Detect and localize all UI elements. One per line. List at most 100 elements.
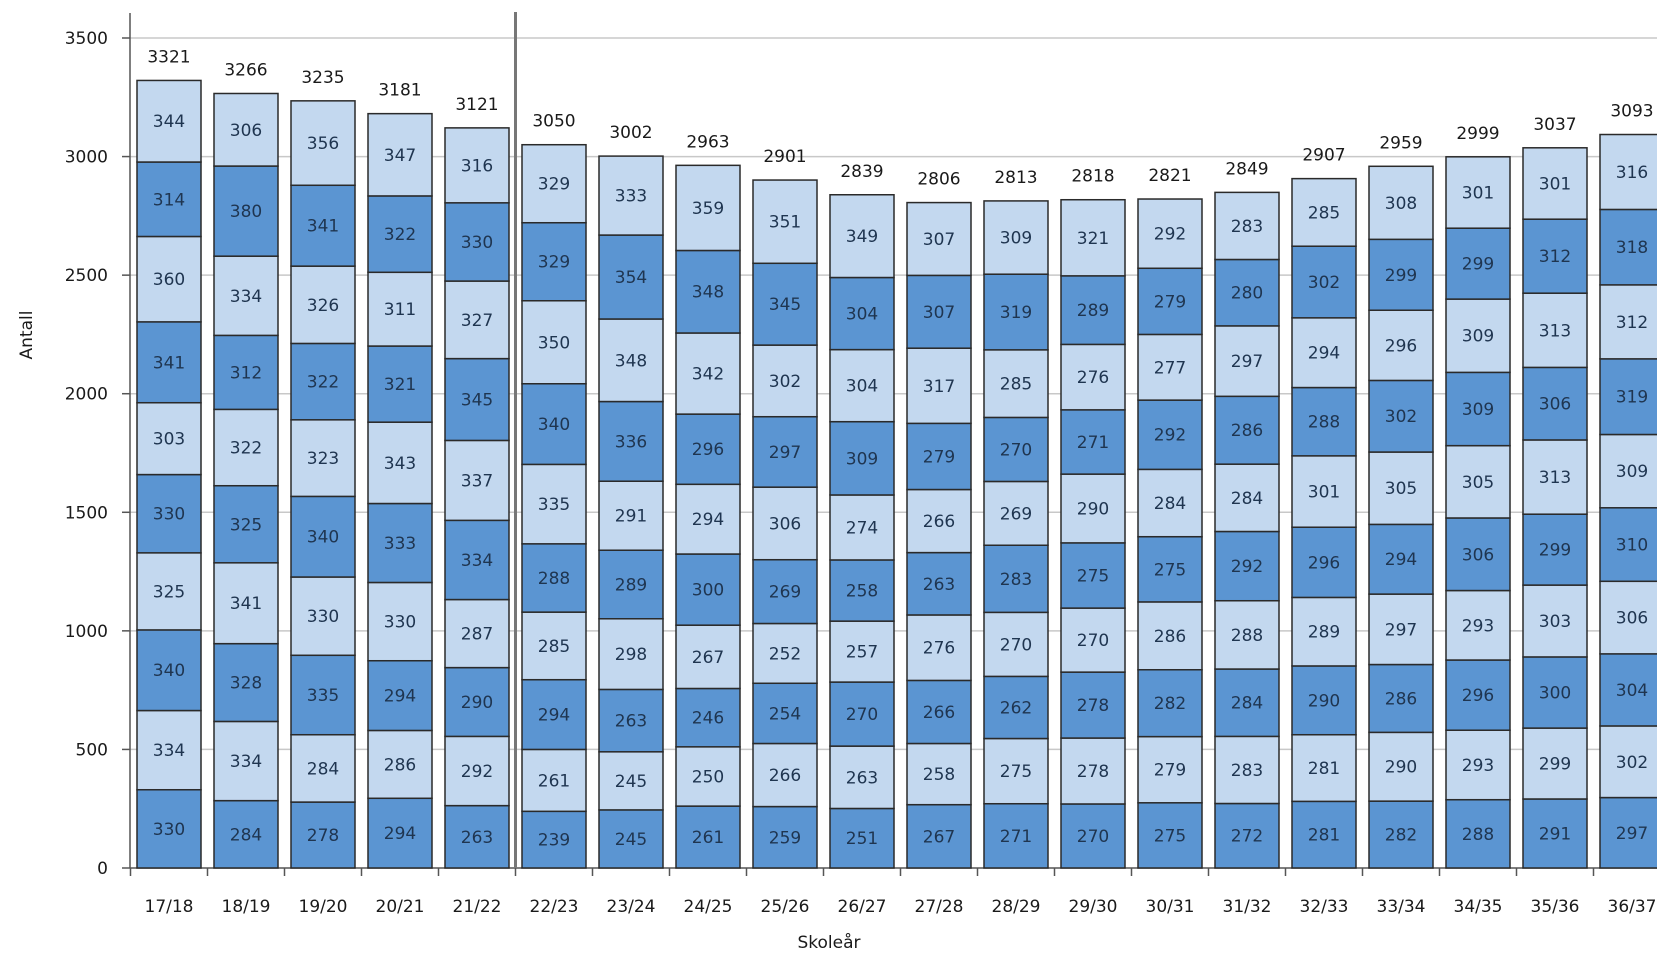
segment-label: 296 (1308, 553, 1340, 573)
segment-label: 263 (461, 828, 493, 848)
bar-segment (367, 345, 433, 423)
bar-segment (1445, 517, 1511, 592)
segment-label: 304 (1616, 681, 1648, 701)
segment-label: 329 (538, 175, 570, 195)
total-label: 3002 (609, 123, 652, 143)
bar-segment (444, 804, 510, 869)
segment-label: 258 (923, 765, 955, 785)
bar-segment (675, 624, 741, 690)
segment-label: 277 (1154, 358, 1186, 378)
bar-segment (444, 735, 510, 807)
segment-label: 272 (1231, 827, 1263, 847)
segment-label: 314 (153, 190, 185, 210)
segment-label: 312 (1539, 247, 1571, 267)
segment-label: 303 (153, 430, 185, 450)
segment-label: 276 (923, 639, 955, 659)
segment-label: 380 (230, 202, 262, 222)
segment-label: 305 (1385, 479, 1417, 499)
segment-label: 345 (769, 295, 801, 315)
x-tick-label: 29/30 (1069, 897, 1118, 917)
segment-label: 299 (1462, 255, 1494, 275)
bar-segment (675, 332, 741, 415)
bar-segment (1291, 665, 1357, 736)
segment-label: 288 (1462, 825, 1494, 845)
bar-segment (1291, 245, 1357, 319)
bar-segment (521, 678, 587, 751)
segment-label: 297 (1231, 352, 1263, 372)
x-tick-label: 31/32 (1223, 897, 1272, 917)
segment-label: 239 (538, 831, 570, 851)
bar-segment (1137, 668, 1203, 738)
segment-label: 356 (307, 134, 339, 154)
segment-label: 325 (230, 515, 262, 535)
bar-segment (598, 688, 664, 753)
bar-segment (1291, 733, 1357, 803)
total-label: 3121 (455, 95, 498, 115)
total-label: 2963 (686, 132, 729, 152)
segment-label: 345 (461, 391, 493, 411)
bar-segment (1445, 729, 1511, 801)
segment-label: 354 (615, 268, 647, 288)
total-label: 2849 (1225, 159, 1268, 179)
segment-label: 341 (307, 217, 339, 237)
bar-segment (444, 202, 510, 282)
segment-label: 309 (1462, 400, 1494, 420)
bar-segment (290, 801, 356, 869)
bar-segment (136, 552, 202, 631)
segment-label: 293 (1462, 616, 1494, 636)
segment-label: 307 (923, 230, 955, 250)
segment-label: 263 (923, 575, 955, 595)
y-tick-label: 3500 (65, 29, 108, 49)
bar-segment (829, 620, 895, 683)
bar-segment (1599, 133, 1657, 211)
segment-label: 279 (1154, 292, 1186, 312)
bar-segment (675, 413, 741, 486)
x-tick-label: 21/22 (453, 897, 502, 917)
segment-label: 281 (1308, 826, 1340, 846)
bar-segment (1368, 309, 1434, 382)
segment-label: 333 (384, 534, 416, 554)
segment-label: 292 (461, 762, 493, 782)
total-label: 3093 (1610, 102, 1653, 122)
segment-label: 286 (1385, 689, 1417, 709)
segment-label: 262 (1000, 698, 1032, 718)
segment-label: 288 (1231, 626, 1263, 646)
bar-segment (675, 746, 741, 807)
bar-segment (1291, 386, 1357, 457)
segment-label: 279 (1154, 761, 1186, 781)
bar-segment (1368, 663, 1434, 734)
bar-segment (983, 480, 1049, 546)
bar-segment (829, 420, 895, 496)
segment-label: 341 (230, 594, 262, 614)
segment-label: 284 (230, 825, 262, 845)
segment-label: 288 (1308, 413, 1340, 433)
y-tick-label: 2000 (65, 385, 108, 405)
bar-segment (444, 598, 510, 669)
bar-segment (983, 675, 1049, 740)
segment-label: 313 (1539, 468, 1571, 488)
bar-segment (213, 562, 279, 645)
bar-segment (983, 416, 1049, 483)
segment-label: 321 (384, 375, 416, 395)
segment-label: 292 (1154, 426, 1186, 446)
segment-label: 322 (384, 225, 416, 245)
segment-label: 301 (1462, 183, 1494, 203)
segment-label: 276 (1077, 368, 1109, 388)
segment-label: 309 (1616, 462, 1648, 482)
total-label: 2806 (917, 170, 960, 190)
bar-segment (1522, 366, 1588, 441)
bar-segment (521, 383, 587, 466)
bar-segment (829, 681, 895, 747)
bar-segment (1368, 165, 1434, 241)
segment-label: 309 (1000, 229, 1032, 249)
segment-label: 316 (461, 156, 493, 176)
segment-label: 306 (1616, 609, 1648, 629)
segment-label: 269 (769, 583, 801, 603)
bar-segment (752, 486, 818, 561)
segment-label: 267 (692, 648, 724, 668)
total-label: 3266 (224, 60, 267, 80)
segment-label: 283 (1000, 570, 1032, 590)
bar-segment (136, 401, 202, 476)
segment-label: 267 (923, 827, 955, 847)
